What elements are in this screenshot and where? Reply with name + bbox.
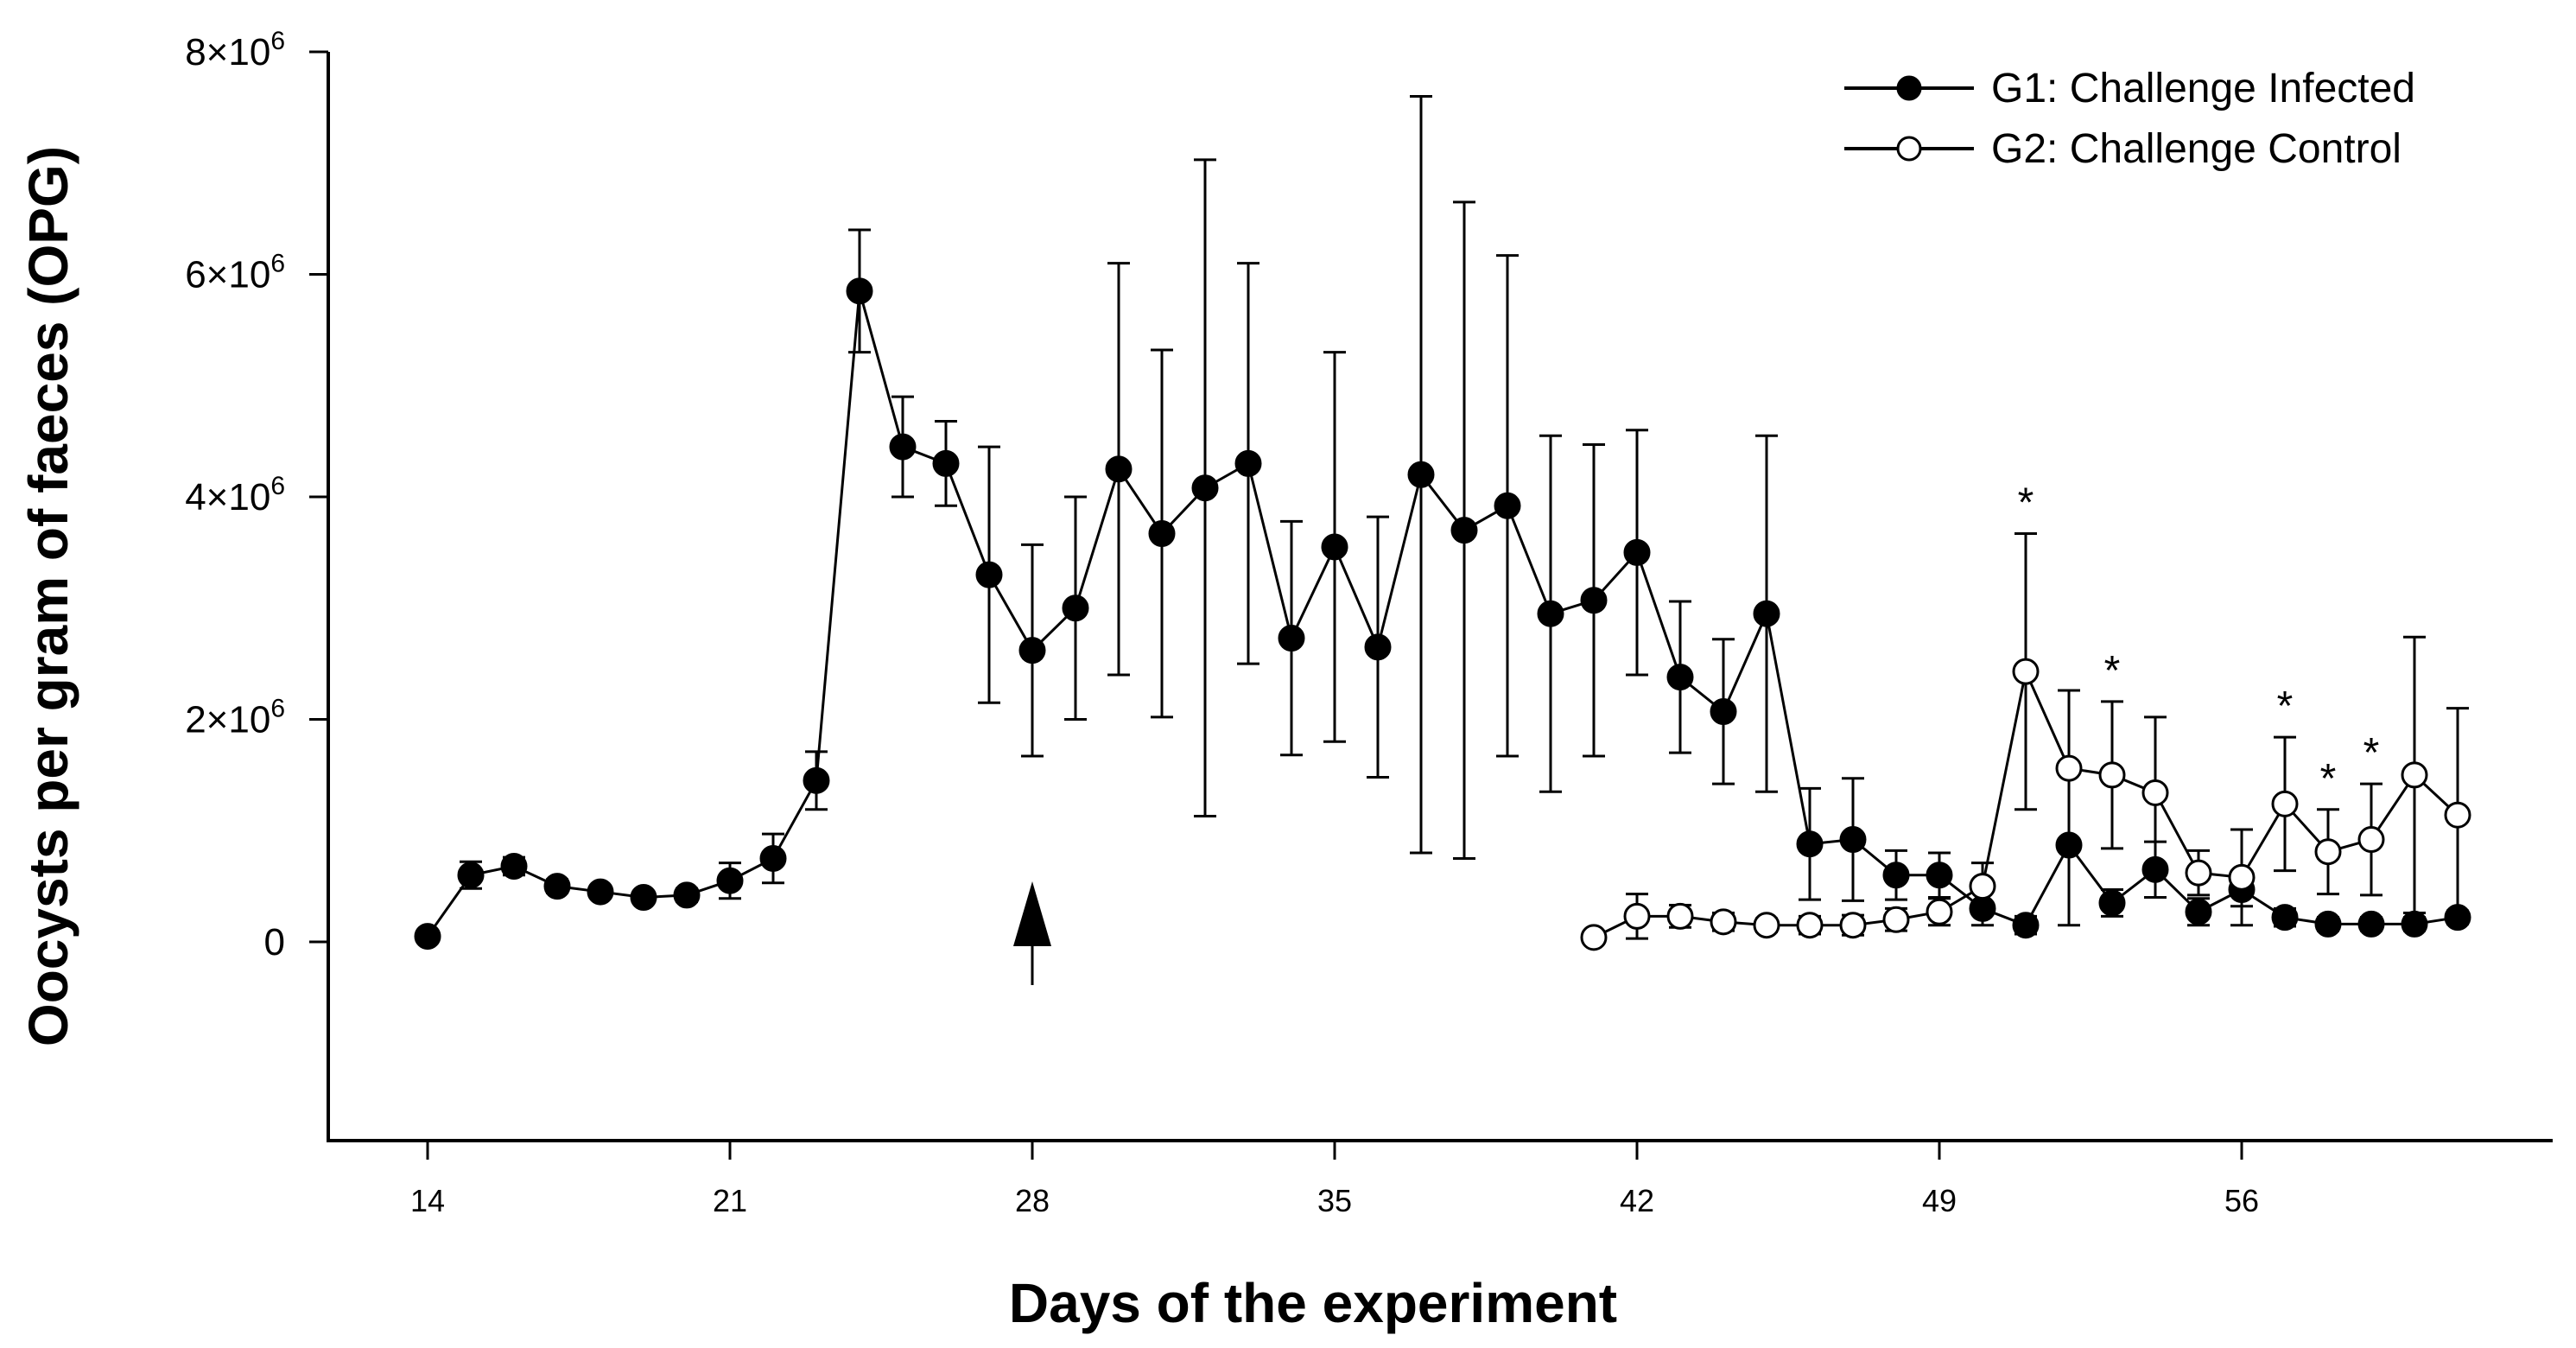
point-g2-day-56 bbox=[2228, 863, 2256, 891]
point-g1-day-47 bbox=[1839, 826, 1867, 854]
point-g1-day-18 bbox=[587, 878, 614, 906]
point-g2-day-43 bbox=[1666, 902, 1694, 930]
y-axis-title: Oocysts per gram of faeces (OPG) bbox=[17, 146, 79, 1046]
point-g1-day-31 bbox=[1148, 519, 1176, 547]
point-g1-day-20 bbox=[673, 881, 701, 909]
point-g1-day-49 bbox=[1926, 862, 1953, 889]
point-g1-day-16 bbox=[500, 852, 528, 880]
point-g2-day-45 bbox=[1753, 912, 1780, 939]
point-g1-day-41 bbox=[1580, 587, 1608, 614]
legend-marker-g2 bbox=[1896, 136, 1922, 162]
annotations: * * * * * bbox=[1013, 480, 2379, 985]
point-g2-day-51 bbox=[2012, 658, 2040, 685]
point-g2-day-57 bbox=[2271, 790, 2299, 817]
point-g1-day-33 bbox=[1234, 449, 1262, 477]
point-g1-day-17 bbox=[543, 873, 571, 900]
point-g1-day-37 bbox=[1407, 461, 1435, 488]
point-g2-day-52 bbox=[2055, 754, 2083, 782]
point-g2-day-54 bbox=[2141, 779, 2169, 806]
legend-marker-g1 bbox=[1896, 75, 1922, 101]
legend: G1: Challenge Infected G2: Challenge Con… bbox=[1844, 66, 2415, 172]
x-axis-title: Days of the experiment bbox=[1009, 1272, 1617, 1334]
point-g1-day-39 bbox=[1494, 492, 1521, 519]
point-g1-day-43 bbox=[1666, 664, 1694, 691]
point-g1-day-55 bbox=[2185, 898, 2212, 925]
point-g2-day-48 bbox=[1882, 906, 1910, 933]
x-tick-label-56: 56 bbox=[2224, 1183, 2259, 1218]
point-g1-day-14 bbox=[414, 923, 441, 951]
point-g2-day-61 bbox=[2444, 801, 2471, 829]
significance-star-day-57: * bbox=[2277, 684, 2294, 729]
point-g2-day-49 bbox=[1926, 898, 1953, 925]
x-tick-label-21: 21 bbox=[713, 1183, 747, 1218]
point-g1-day-28 bbox=[1018, 637, 1046, 664]
y-tick-label-4: 8×106 bbox=[185, 27, 285, 73]
significance-star-day-59: * bbox=[2363, 730, 2380, 776]
point-g2-day-41 bbox=[1580, 924, 1608, 951]
point-g2-day-55 bbox=[2185, 859, 2212, 887]
legend-label-g2: G2: Challenge Control bbox=[1991, 126, 2402, 172]
point-g2-day-50 bbox=[1969, 873, 1996, 900]
point-g1-day-15 bbox=[457, 862, 485, 889]
ticks: 14 21 28 35 42 49 56 0 2×106 4×106 6×106 8×106 bbox=[185, 27, 2259, 1218]
y-tick-label-3: 6×106 bbox=[185, 250, 285, 296]
point-g1-day-45 bbox=[1753, 600, 1780, 627]
point-g1-day-22 bbox=[759, 844, 787, 872]
point-g1-day-42 bbox=[1623, 538, 1651, 566]
arrow-up-icon bbox=[1013, 881, 1051, 946]
x-tick-label-35: 35 bbox=[1317, 1183, 1352, 1218]
point-g2-day-60 bbox=[2401, 761, 2428, 789]
point-g2-day-47 bbox=[1839, 912, 1867, 939]
significance-star-day-58: * bbox=[2320, 756, 2337, 802]
x-tick-label-49: 49 bbox=[1922, 1183, 1957, 1218]
point-g1-day-38 bbox=[1450, 517, 1478, 544]
point-g1-day-26 bbox=[932, 449, 960, 477]
x-tick-label-14: 14 bbox=[410, 1183, 445, 1218]
point-g1-day-30 bbox=[1105, 455, 1133, 483]
point-g1-day-34 bbox=[1278, 625, 1305, 652]
point-g1-day-58 bbox=[2314, 910, 2342, 938]
y-tick-label-1: 2×106 bbox=[185, 695, 285, 741]
significance-star-day-51: * bbox=[2018, 480, 2034, 525]
point-g2-day-59 bbox=[2357, 826, 2385, 854]
point-g1-day-44 bbox=[1710, 697, 1737, 725]
point-g1-day-36 bbox=[1364, 633, 1392, 661]
point-g2-day-42 bbox=[1623, 902, 1651, 930]
point-g1-day-48 bbox=[1882, 862, 1910, 889]
point-g1-day-53 bbox=[2098, 889, 2126, 917]
x-tick-label-28: 28 bbox=[1015, 1183, 1050, 1218]
series-markers bbox=[414, 277, 2471, 951]
point-g1-day-61 bbox=[2444, 904, 2471, 932]
point-g2-day-58 bbox=[2314, 838, 2342, 866]
point-g1-day-51 bbox=[2012, 912, 2040, 939]
point-g1-day-60 bbox=[2401, 910, 2428, 938]
point-g1-day-40 bbox=[1537, 600, 1564, 627]
x-tick-label-42: 42 bbox=[1620, 1183, 1654, 1218]
point-g1-day-19 bbox=[630, 884, 657, 911]
point-g1-day-57 bbox=[2271, 904, 2299, 932]
legend-label-g1: G1: Challenge Infected bbox=[1991, 66, 2415, 111]
point-g1-day-21 bbox=[716, 867, 744, 894]
point-g1-day-27 bbox=[975, 561, 1003, 588]
point-g2-day-46 bbox=[1796, 912, 1824, 939]
point-g1-day-54 bbox=[2141, 855, 2169, 883]
point-g1-day-50 bbox=[1969, 894, 1996, 922]
point-g1-day-52 bbox=[2055, 831, 2083, 859]
point-g1-day-59 bbox=[2357, 910, 2385, 938]
point-g1-day-29 bbox=[1062, 595, 1089, 622]
point-g1-day-46 bbox=[1796, 830, 1824, 858]
point-g1-day-35 bbox=[1321, 533, 1348, 561]
y-tick-label-2: 4×106 bbox=[185, 472, 285, 518]
axes bbox=[327, 52, 2553, 1142]
point-g1-day-32 bbox=[1191, 474, 1219, 502]
point-g1-day-25 bbox=[889, 433, 917, 461]
y-tick-label-0: 0 bbox=[264, 921, 285, 963]
significance-star-day-53: * bbox=[2104, 648, 2121, 694]
point-g2-day-53 bbox=[2098, 761, 2126, 789]
point-g1-day-23 bbox=[803, 766, 830, 794]
point-g2-day-44 bbox=[1710, 908, 1737, 936]
point-g1-day-24 bbox=[846, 277, 873, 305]
